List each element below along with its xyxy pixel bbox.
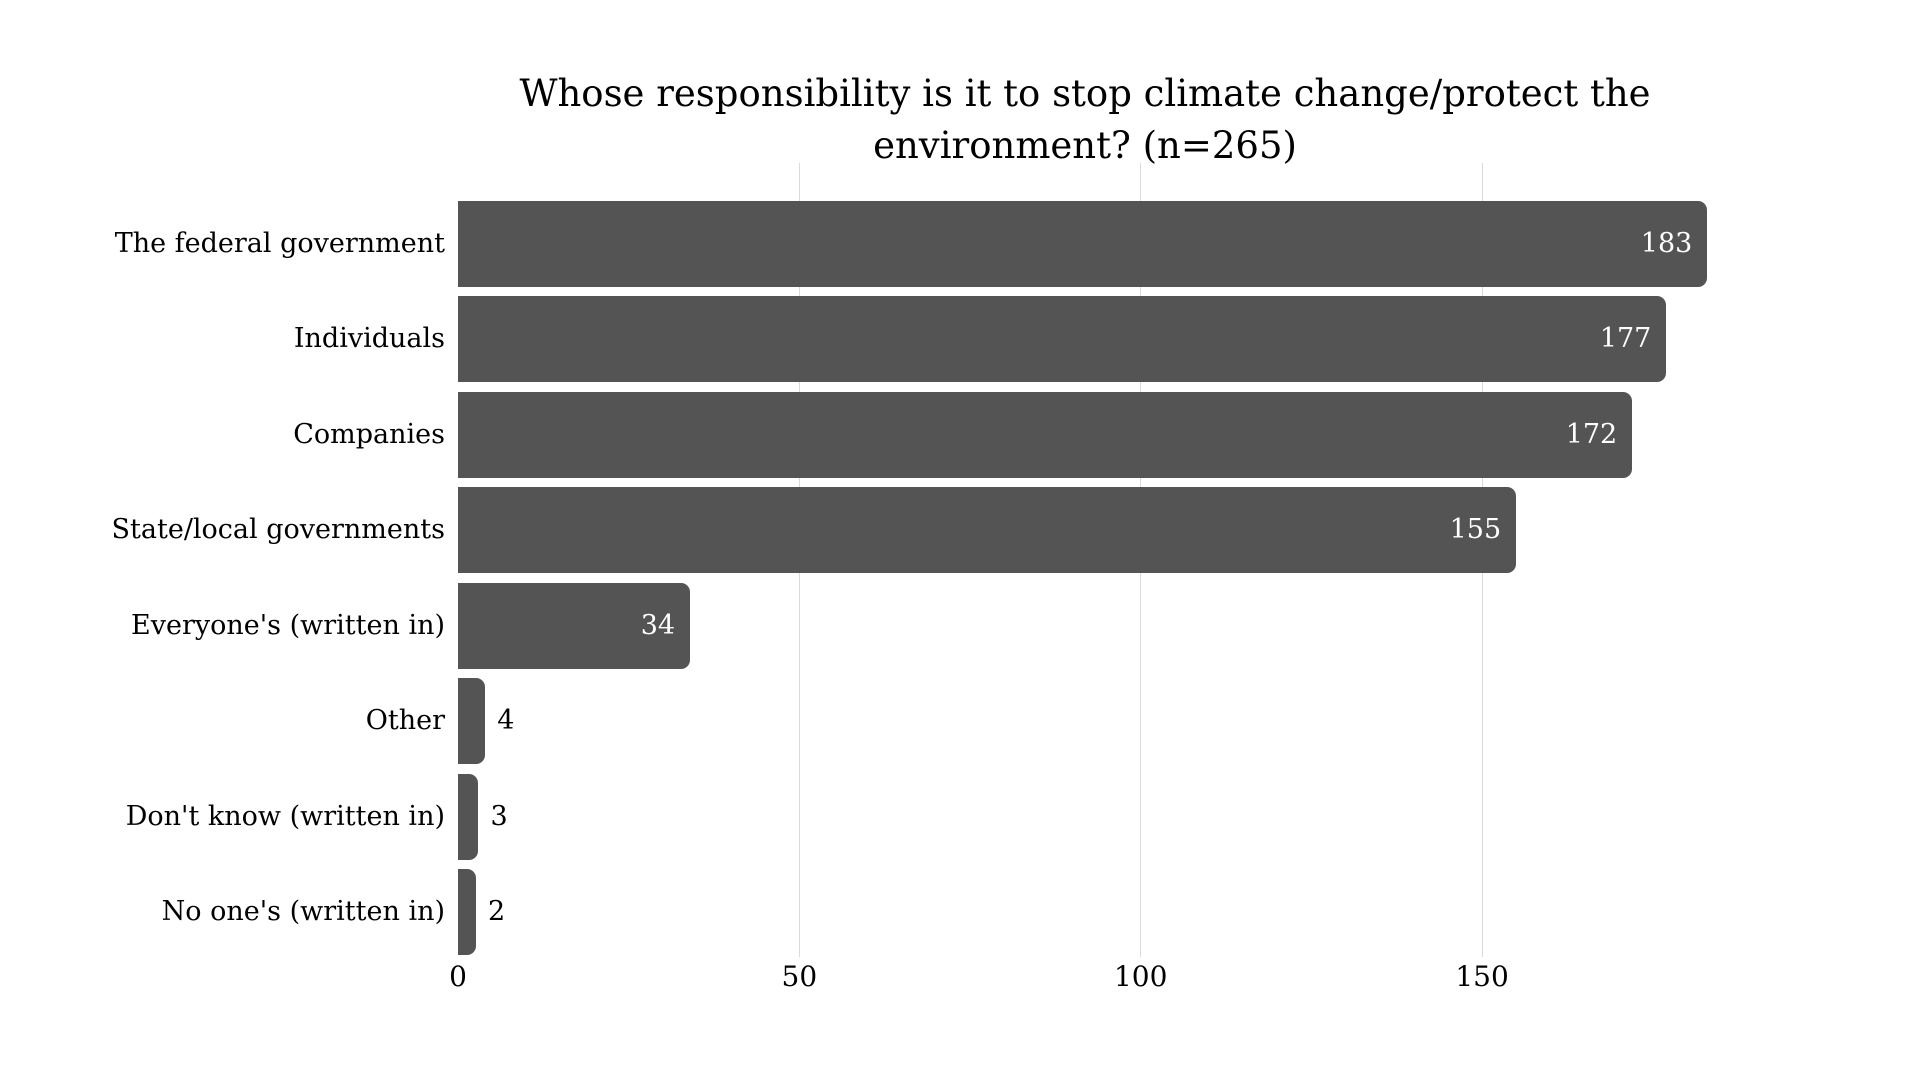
value-label: 177 <box>1599 323 1652 355</box>
value-label: 183 <box>1640 228 1693 259</box>
chart-title-line: Whose responsibility is it to stop clima… <box>519 72 1651 115</box>
value-label: 4 <box>497 705 515 737</box>
bar: 183 <box>458 201 1708 287</box>
bar: 155 <box>458 487 1517 574</box>
value-label: 3 <box>490 800 508 832</box>
bar <box>458 773 479 860</box>
chart-title: Whose responsibility is it to stop clima… <box>430 68 1740 172</box>
bar: 34 <box>458 582 691 669</box>
bar <box>458 678 486 765</box>
category-label: Individuals <box>293 323 445 355</box>
x-axis-tick-label: 0 <box>449 960 467 993</box>
category-label: Everyone's (written in) <box>131 609 445 641</box>
bar: 177 <box>458 296 1667 383</box>
value-label: 2 <box>488 896 506 927</box>
value-label: 172 <box>1565 418 1618 450</box>
x-axis-tick-label: 100 <box>1113 960 1168 993</box>
bar <box>458 869 476 955</box>
x-axis-tick-label: 150 <box>1455 960 1509 993</box>
category-label: The federal government <box>114 228 445 259</box>
x-axis-tick-label: 50 <box>781 960 818 993</box>
bar: 172 <box>458 391 1633 478</box>
category-label: Other <box>365 705 445 737</box>
value-label: 34 <box>640 609 676 641</box>
category-label: No one's (written in) <box>161 896 445 927</box>
chart-title-line: environment? (n=265) <box>873 124 1297 167</box>
category-label: Companies <box>293 418 445 450</box>
value-label: 155 <box>1449 514 1502 546</box>
category-label: Don't know (written in) <box>125 800 445 832</box>
category-label: State/local governments <box>111 514 445 546</box>
